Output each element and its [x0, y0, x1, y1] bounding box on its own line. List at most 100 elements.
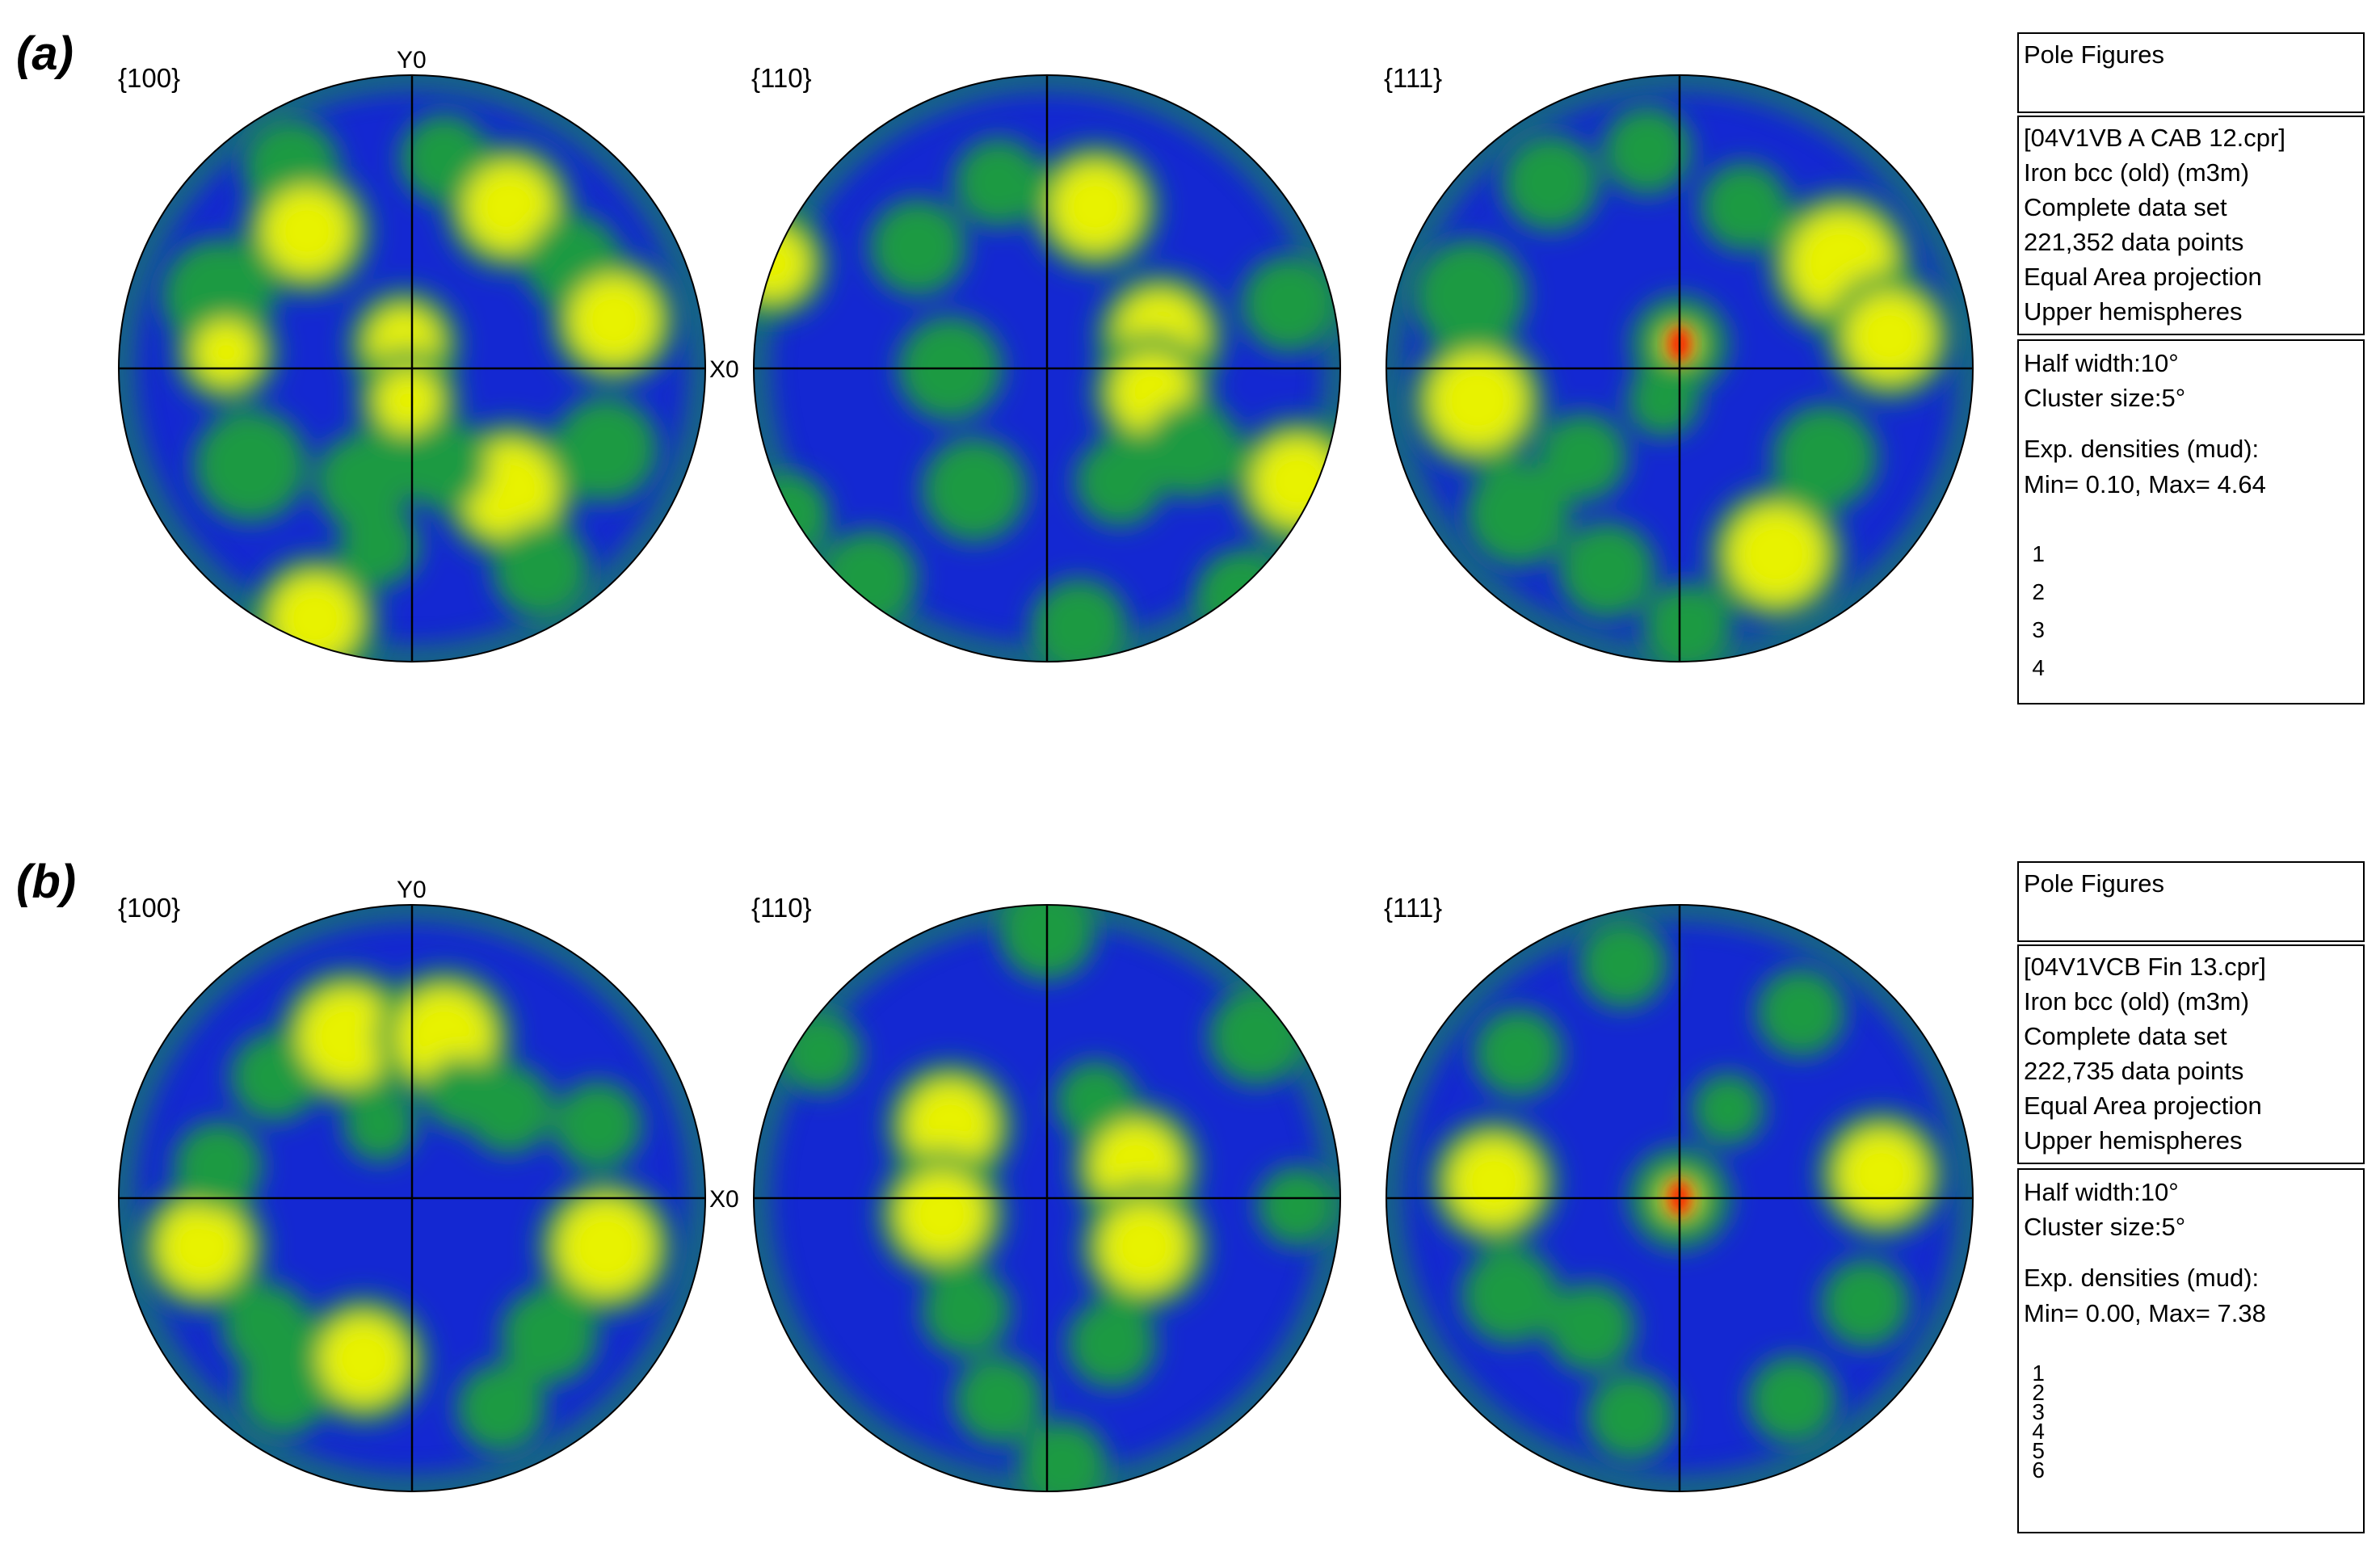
info-line: [04V1VCB Fin 13.cpr]: [2024, 953, 2266, 981]
density-blob: [1241, 255, 1338, 352]
legend-tick-label: 1: [2032, 1361, 2045, 1386]
density-blob: [339, 506, 420, 587]
density-line: Min= 0.10, Max= 4.64: [2024, 470, 2266, 498]
density-blob: [263, 187, 351, 275]
density-blob: [1692, 1073, 1764, 1146]
info-line: 222,735 data points: [2024, 1057, 2244, 1085]
density-blob: [570, 275, 658, 364]
density-blob: [557, 1198, 654, 1295]
info-line: Iron bcc (old) (m3m): [2024, 158, 2250, 187]
density-blob: [553, 397, 658, 502]
legend-tick-label: 3: [2032, 617, 2045, 642]
density-blob: [1144, 401, 1241, 498]
density-blob: [1031, 578, 1128, 662]
density-blob: [315, 433, 412, 530]
density-blob: [922, 437, 1027, 542]
pole-figure-density-map: [119, 905, 705, 1491]
density-blob: [174, 1121, 263, 1210]
axis-label-y0-b: Y0: [397, 877, 427, 903]
density-blob: [1051, 162, 1140, 251]
axis-label-x0-a: X0: [709, 356, 739, 383]
density-blob: [1700, 162, 1789, 251]
density-blob: [1845, 292, 1934, 381]
density-line: Exp. densities (mud):: [2024, 435, 2260, 463]
density-blob: [1100, 1202, 1188, 1291]
density-blob: [906, 1081, 994, 1170]
pole-figure-label-a-110: {110}: [751, 63, 812, 93]
density-blob: [501, 1287, 598, 1384]
pole-figure-label-a-100: {100}: [118, 63, 181, 93]
density-blob: [1461, 1247, 1558, 1344]
info-line: Complete data set: [2024, 193, 2227, 221]
info-box-title-a: Pole Figures: [2017, 32, 2365, 113]
density-blob: [493, 522, 590, 619]
pole-figure-label-b-111: {111}: [1384, 893, 1443, 923]
density-blob: [1643, 583, 1732, 662]
density-blob: [1075, 437, 1164, 526]
info-line: Iron bcc (old) (m3m): [2024, 987, 2250, 1016]
pole-figure-density-map: [119, 75, 705, 662]
density-blob: [1502, 134, 1599, 231]
density-blob: [1257, 1166, 1338, 1247]
density-blob: [898, 1170, 986, 1259]
density-blob: [1538, 413, 1627, 502]
panel-label-a: (a): [16, 27, 74, 80]
density-blob: [343, 1089, 416, 1162]
density-blob: [319, 1315, 408, 1404]
legend-tick-label: 5: [2032, 1438, 2045, 1463]
density-blob: [271, 574, 360, 662]
density-blob: [1474, 1008, 1562, 1097]
legend-tick-label: 3: [2032, 1399, 2045, 1424]
pole-figure-label-b-100: {100}: [118, 893, 181, 923]
density-blob: [1449, 1138, 1538, 1226]
density-blob: [1558, 522, 1655, 619]
density-line: Exp. densities (mud):: [2024, 1264, 2260, 1292]
pole-figure-density-map: [1386, 75, 1973, 662]
density-blob: [1579, 919, 1667, 1008]
settings-line: Cluster size:5°: [2024, 1213, 2186, 1241]
info-box-dataset-a: [04V1VB A CAB 12.cpr] Iron bcc (old) (m3…: [2017, 116, 2365, 335]
density-blob: [456, 1364, 545, 1453]
density-blob: [1019, 1420, 1108, 1491]
density-blob: [869, 199, 966, 296]
density-blob: [754, 227, 809, 300]
pole-figure-density-map: [754, 75, 1340, 662]
density-blob: [1546, 1283, 1635, 1372]
density-blob: [1748, 1356, 1837, 1445]
legend-tick-label: 4: [2032, 1419, 2045, 1444]
legend-tick-label: 2: [2032, 579, 2045, 604]
density-blob: [1067, 1299, 1156, 1388]
legend-tick-label: 6: [2032, 1457, 2045, 1483]
pole-figure-label-b-110: {110}: [751, 893, 812, 923]
density-blob: [1587, 1372, 1676, 1461]
density-blob: [424, 1057, 497, 1129]
density-blob: [754, 207, 829, 320]
panel-label-b: (b): [16, 856, 77, 908]
density-blob: [1756, 968, 1845, 1057]
density-blob: [922, 1267, 1011, 1356]
info-box-legend-b: Half width:10° Cluster size:5° Exp. dens…: [2017, 1168, 2365, 1533]
density-blob: [376, 368, 440, 433]
density-blob: [194, 320, 259, 385]
density-contours: [162, 114, 679, 662]
pole-figure-density-map: [754, 905, 1340, 1491]
density-blob: [465, 162, 553, 251]
axis-label-x0-b: X0: [709, 1186, 739, 1213]
info-box-legend-a: Half width:10° Cluster size:5° Exp. dens…: [2017, 339, 2365, 704]
density-blob: [1627, 364, 1700, 437]
density-blob: [400, 421, 489, 510]
info-box-title-b: Pole Figures: [2017, 861, 2365, 942]
density-blob: [954, 138, 1043, 227]
density-blob: [1429, 352, 1526, 449]
density-blob: [1728, 506, 1825, 603]
density-blob: [1837, 1129, 1926, 1218]
density-blob: [158, 1202, 246, 1291]
legend-tick-label: 1: [2032, 541, 2045, 566]
settings-line: Half width:10°: [2024, 349, 2179, 377]
density-blob: [194, 409, 307, 522]
density-blob: [1772, 405, 1878, 510]
info-line: Equal Area projection: [2024, 1091, 2262, 1120]
info-line: Upper hemispheres: [2024, 297, 2243, 326]
info-box-dataset-b: [04V1VCB Fin 13.cpr] Iron bcc (old) (m3m…: [2017, 944, 2365, 1164]
